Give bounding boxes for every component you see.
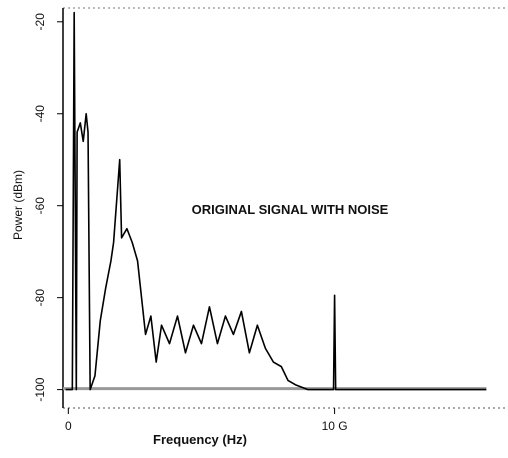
x-tick-label: 0 [65, 419, 72, 433]
x-tick-label: 10 G [322, 419, 348, 433]
y-tick-label: -40 [33, 105, 47, 123]
annotation: ORIGINAL SIGNAL WITH NOISE [192, 202, 389, 217]
y-tick-label: -20 [33, 13, 47, 31]
y-tick-label: -100 [33, 377, 47, 401]
y-axis-label: Power (dBm) [11, 170, 25, 240]
y-tick-label: -60 [33, 197, 47, 215]
signal-line [65, 11, 487, 391]
y-tick-label: -80 [33, 289, 47, 307]
x-axis-label: Frequency (Hz) [153, 432, 247, 447]
